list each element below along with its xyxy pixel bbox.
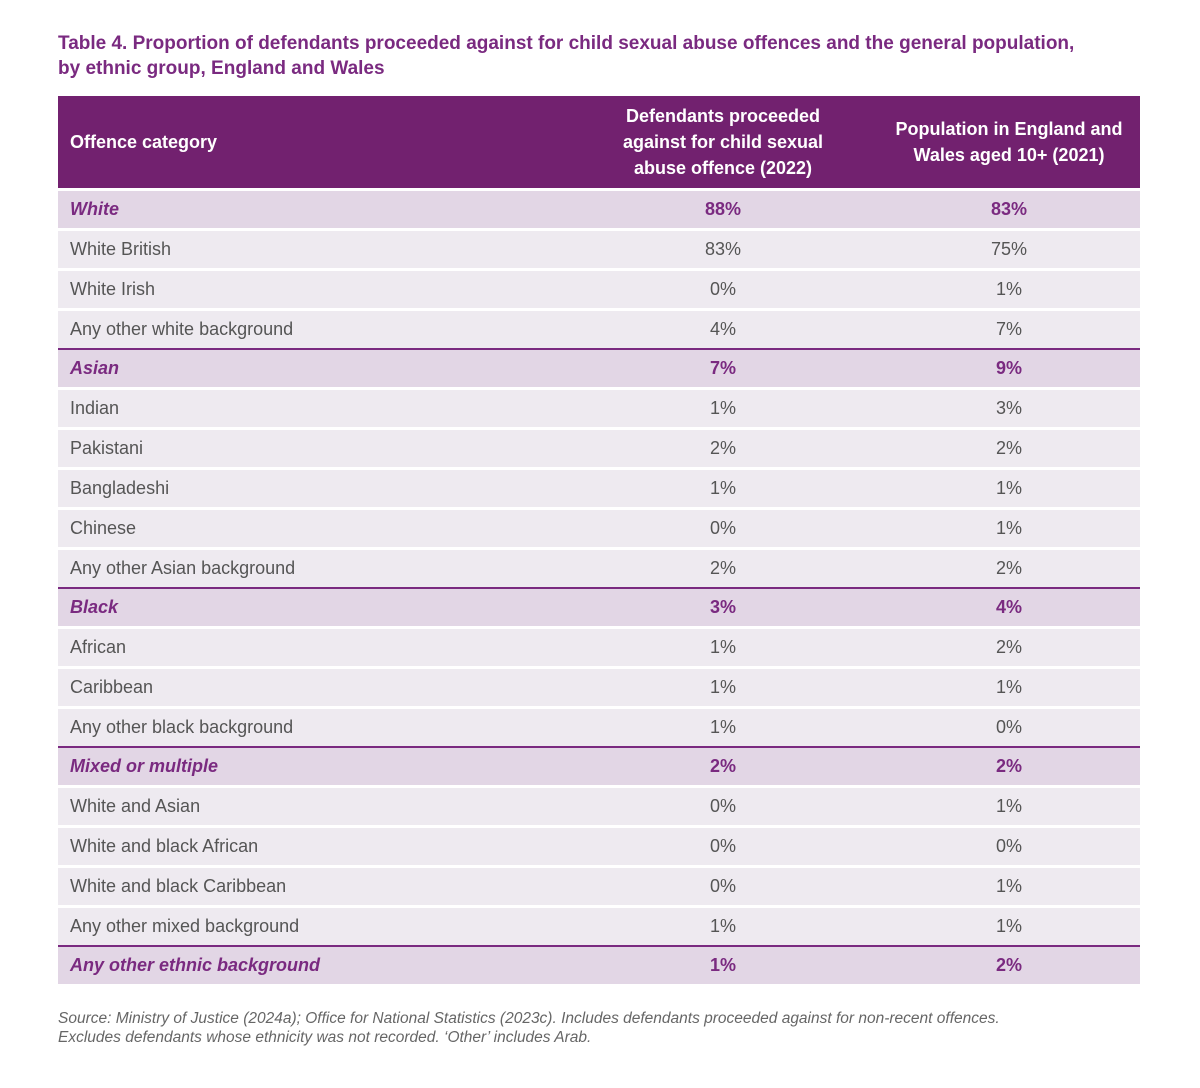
population-value: 0%: [878, 825, 1140, 867]
header-population-line-1: Population in England and: [895, 119, 1123, 139]
group-row: White 88% 83%: [58, 188, 1140, 230]
defendants-value: 0%: [568, 785, 878, 827]
population-value: 1%: [878, 467, 1140, 509]
defendants-value: 4%: [568, 308, 878, 349]
source-note-line-1: Source: Ministry of Justice (2024a); Off…: [58, 1010, 1000, 1027]
row-label: Any other Asian background: [58, 547, 568, 588]
population-value: 0%: [878, 706, 1140, 747]
row-label: Chinese: [58, 507, 568, 549]
defendants-value: 0%: [568, 268, 878, 310]
defendants-value: 2%: [568, 427, 878, 469]
table-row: Bangladeshi 1% 1%: [58, 467, 1140, 509]
population-value: 2%: [878, 547, 1140, 588]
header-defendants-line-2: against for child sexual: [622, 132, 824, 152]
table-row: African 1% 2%: [58, 626, 1140, 668]
defendants-value: 1%: [568, 467, 878, 509]
header-population: Population in England and Wales aged 10+…: [878, 96, 1140, 190]
table-row: White Irish 0% 1%: [58, 268, 1140, 310]
row-label: Indian: [58, 387, 568, 429]
row-label: Pakistani: [58, 427, 568, 469]
group-label: Asian: [58, 348, 568, 389]
defendants-value: 1%: [568, 945, 878, 984]
header-defendants: Defendants proceeded against for child s…: [568, 96, 878, 190]
table-row: White and black African 0% 0%: [58, 825, 1140, 867]
population-value: 1%: [878, 666, 1140, 708]
table-row: Any other black background 1% 0%: [58, 706, 1140, 747]
row-label: White and black Caribbean: [58, 865, 568, 907]
row-label: Any other mixed background: [58, 905, 568, 946]
table-body: White 88% 83% White British 83% 75% White Iris…: [58, 188, 1140, 984]
population-value: 1%: [878, 268, 1140, 310]
population-value: 9%: [878, 348, 1140, 389]
defendants-value: 83%: [568, 228, 878, 270]
row-label: Any other black background: [58, 706, 568, 747]
row-label: White British: [58, 228, 568, 270]
population-value: 1%: [878, 865, 1140, 907]
table-row: Any other white background 4% 7%: [58, 308, 1140, 349]
data-table-container: Offence category Defendants proceeded ag…: [58, 96, 1140, 984]
defendants-value: 1%: [568, 706, 878, 747]
population-value: 3%: [878, 387, 1140, 429]
source-note-line-2: Excludes defendants whose ethnicity was …: [58, 1029, 592, 1046]
row-label: Caribbean: [58, 666, 568, 708]
group-row: Mixed or multiple 2% 2%: [58, 746, 1140, 787]
defendants-value: 1%: [568, 666, 878, 708]
header-population-line-2: Wales aged 10+ (2021): [913, 145, 1105, 165]
row-label: White and black African: [58, 825, 568, 867]
table-title: Table 4. Proportion of defendants procee…: [58, 31, 1158, 81]
population-value: 2%: [878, 746, 1140, 787]
group-row: Black 3% 4%: [58, 587, 1140, 628]
defendants-value: 0%: [568, 507, 878, 549]
table-row: Any other mixed background 1% 1%: [58, 905, 1140, 946]
header-offence-category: Offence category: [58, 96, 568, 190]
population-value: 1%: [878, 905, 1140, 946]
population-value: 2%: [878, 945, 1140, 984]
group-label: Mixed or multiple: [58, 746, 568, 787]
group-label: White: [58, 188, 568, 230]
row-label: Any other white background: [58, 308, 568, 349]
table-row: Pakistani 2% 2%: [58, 427, 1140, 469]
table-row: White British 83% 75%: [58, 228, 1140, 270]
table-title-line-2: by ethnic group, England and Wales: [58, 58, 385, 79]
row-label: White and Asian: [58, 785, 568, 827]
header-defendants-line-3: abuse offence (2022): [633, 158, 813, 178]
table-title-line-1: Table 4. Proportion of defendants procee…: [58, 33, 1075, 54]
population-value: 7%: [878, 308, 1140, 349]
defendants-value: 2%: [568, 746, 878, 787]
table-row: White and black Caribbean 0% 1%: [58, 865, 1140, 907]
defendants-value: 1%: [568, 387, 878, 429]
table-row: Chinese 0% 1%: [58, 507, 1140, 549]
table-row: Indian 1% 3%: [58, 387, 1140, 429]
group-row: Asian 7% 9%: [58, 348, 1140, 389]
defendants-value: 0%: [568, 825, 878, 867]
ethnic-group-table: Offence category Defendants proceeded ag…: [58, 96, 1140, 984]
header-defendants-line-1: Defendants proceeded: [625, 106, 821, 126]
row-label: White Irish: [58, 268, 568, 310]
group-row: Any other ethnic background 1% 2%: [58, 945, 1140, 984]
table-row: Any other Asian background 2% 2%: [58, 547, 1140, 588]
defendants-value: 88%: [568, 188, 878, 230]
defendants-value: 7%: [568, 348, 878, 389]
population-value: 2%: [878, 626, 1140, 668]
population-value: 1%: [878, 785, 1140, 827]
row-label: Bangladeshi: [58, 467, 568, 509]
row-label: African: [58, 626, 568, 668]
table-row: White and Asian 0% 1%: [58, 785, 1140, 827]
header-row: Offence category Defendants proceeded ag…: [58, 96, 1140, 190]
population-value: 1%: [878, 507, 1140, 549]
group-label: Any other ethnic background: [58, 945, 568, 984]
table-row: Caribbean 1% 1%: [58, 666, 1140, 708]
source-note: Source: Ministry of Justice (2024a); Off…: [58, 1009, 1158, 1047]
group-label: Black: [58, 587, 568, 628]
defendants-value: 0%: [568, 865, 878, 907]
defendants-value: 1%: [568, 626, 878, 668]
table-header: Offence category Defendants proceeded ag…: [58, 96, 1140, 190]
defendants-value: 1%: [568, 905, 878, 946]
population-value: 2%: [878, 427, 1140, 469]
population-value: 83%: [878, 188, 1140, 230]
defendants-value: 2%: [568, 547, 878, 588]
population-value: 4%: [878, 587, 1140, 628]
defendants-value: 3%: [568, 587, 878, 628]
population-value: 75%: [878, 228, 1140, 270]
